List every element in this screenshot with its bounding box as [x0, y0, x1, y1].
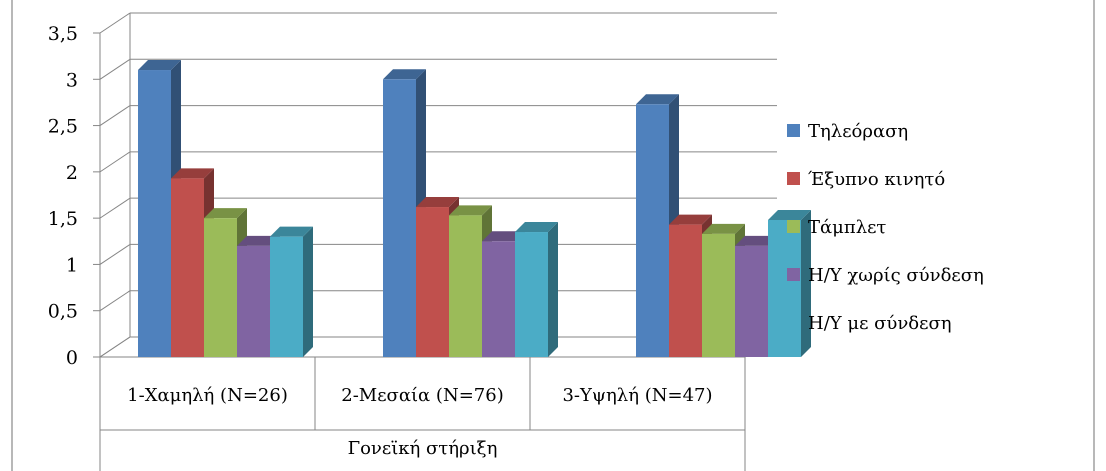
- bar: [204, 218, 237, 357]
- category-label: 2-Μεσαία (N=76): [341, 385, 503, 406]
- category-axis: 1-Χαμηλή (N=26) 2-Μεσαία (N=76) 3-Υψηλή (N…: [100, 357, 745, 471]
- bar: [669, 225, 702, 357]
- bar: [138, 70, 171, 357]
- legend-swatch: [787, 316, 800, 329]
- bar: [515, 232, 548, 357]
- y-tick-label: 3: [66, 69, 78, 91]
- bar: [768, 220, 801, 357]
- bar: [383, 79, 416, 357]
- y-tick-label: 0,5: [48, 301, 78, 323]
- legend-label: Έξυπνο κινητό: [808, 169, 945, 190]
- gridline-side: [100, 59, 130, 79]
- gridline-side: [100, 152, 130, 172]
- legend-label: Τηλεόραση: [808, 121, 908, 142]
- y-tick-label: 2: [66, 162, 78, 184]
- y-axis-ticks: 0 0,5 1 1,5 2 2,5 3 3,5: [48, 23, 78, 369]
- legend-swatch: [787, 124, 800, 137]
- gridline-side: [100, 13, 130, 33]
- category-label: 3-Υψηλή (N=47): [562, 385, 712, 406]
- y-tick-label: 3,5: [48, 23, 78, 45]
- y-tick-label: 1,5: [48, 208, 78, 230]
- legend-swatch: [787, 172, 800, 185]
- bar: [171, 178, 204, 357]
- y-tick-label: 1: [66, 254, 78, 276]
- y-tick-label: 0: [66, 347, 78, 369]
- group-label: Γονεϊκή στήριξη: [348, 438, 498, 459]
- category-label: 1-Χαμηλή (N=26): [127, 385, 288, 406]
- bar: [449, 215, 482, 357]
- bar: [270, 237, 303, 357]
- bar: [482, 241, 515, 357]
- gridline-side: [100, 291, 130, 311]
- bar: [735, 246, 768, 357]
- gridline-side: [100, 337, 130, 357]
- legend: Τηλεόραση Έξυπνο κινητό Τάμπλετ Η/Υ χωρίς σ…: [787, 121, 984, 334]
- gridline-side: [100, 198, 130, 218]
- gridline-side: [100, 244, 130, 264]
- legend-label: Η/Υ με σύνδεση: [808, 313, 952, 334]
- legend-swatch: [787, 268, 800, 281]
- y-tick-label: 2,5: [48, 116, 78, 138]
- gridline-side: [100, 106, 130, 126]
- bars: [138, 60, 811, 357]
- legend-label: Τάμπλετ: [808, 217, 886, 238]
- legend-swatch: [787, 220, 800, 233]
- bar: [237, 246, 270, 357]
- bar: [416, 207, 449, 357]
- bar-side: [548, 222, 558, 357]
- legend-label: Η/Υ χωρίς σύνδεση: [808, 265, 984, 286]
- bar: [702, 234, 735, 357]
- bar-side: [303, 227, 313, 357]
- bar: [636, 104, 669, 357]
